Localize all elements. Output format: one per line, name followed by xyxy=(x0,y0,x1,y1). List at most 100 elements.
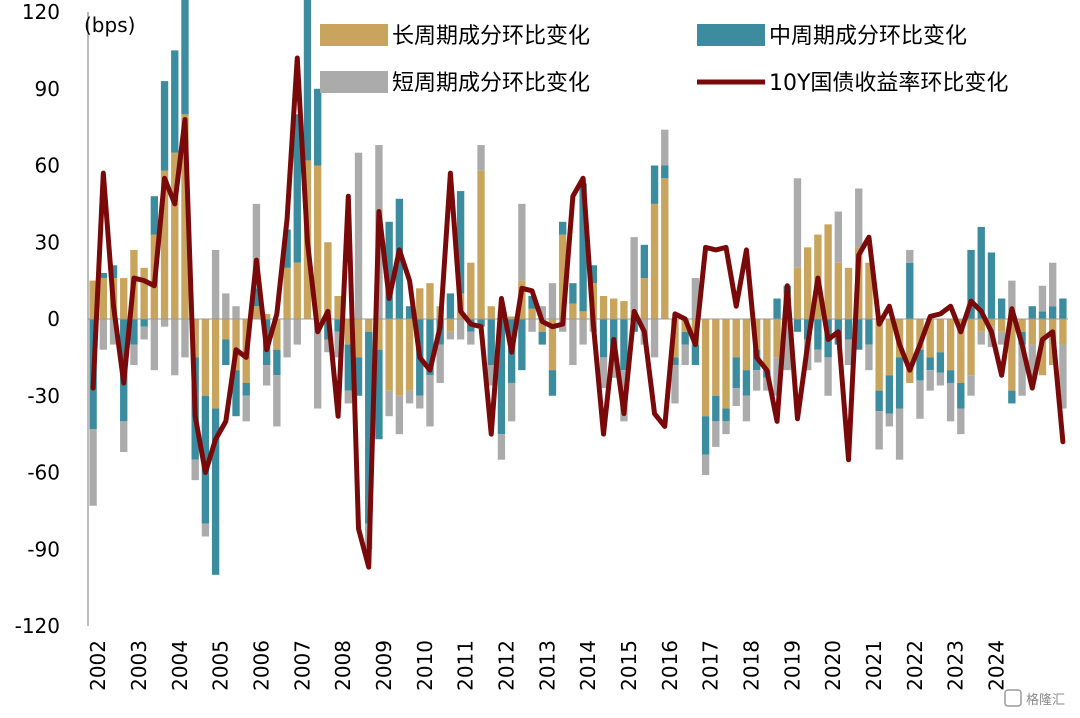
bar-mid-86 xyxy=(967,249,975,319)
x-tick-label: 2004 xyxy=(168,640,192,691)
bar-short-41 xyxy=(507,382,516,422)
bar-long-27 xyxy=(365,319,373,332)
bar-short-45 xyxy=(548,283,557,319)
bar-short-85 xyxy=(957,408,965,435)
bar-short-31 xyxy=(405,390,414,404)
bar-long-46 xyxy=(559,234,567,319)
bar-long-39 xyxy=(487,306,495,319)
bar-long-76 xyxy=(865,262,873,319)
bar-long-69 xyxy=(793,267,802,319)
bar-short-66 xyxy=(763,377,771,391)
x-tick-label: 2002 xyxy=(86,640,110,691)
bar-mid-87 xyxy=(977,226,985,319)
bar-long-95 xyxy=(1059,319,1067,345)
bar-short-34 xyxy=(436,344,444,383)
bar-mid-57 xyxy=(671,357,679,366)
bar-short-11 xyxy=(201,523,210,537)
bar-short-30 xyxy=(395,395,404,435)
bar-short-58 xyxy=(681,344,689,366)
y-tick-labels: 120 90 60 30 0 -30 -60 -90 -120 xyxy=(15,0,60,638)
bar-mid-14 xyxy=(232,370,240,417)
bar-short-15 xyxy=(242,395,250,422)
bar-long-1 xyxy=(99,278,107,319)
bar-mid-20 xyxy=(293,114,301,263)
bar-short-68 xyxy=(783,319,791,371)
bar-mid-18 xyxy=(273,349,281,376)
y-tick-label: -120 xyxy=(15,614,60,638)
x-tick-label: 2013 xyxy=(535,640,559,691)
bar-long-82 xyxy=(926,319,934,358)
x-tick-label: 2003 xyxy=(127,640,151,691)
bar-short-61 xyxy=(712,421,720,447)
bar-short-43 xyxy=(528,319,536,332)
bar-mid-76 xyxy=(865,319,873,345)
bar-long-28 xyxy=(375,319,383,350)
x-tick-label: 2023 xyxy=(944,640,968,691)
bar-long-61 xyxy=(712,319,720,396)
bar-short-56 xyxy=(661,129,669,166)
y-tick-label: 60 xyxy=(35,154,60,178)
bar-short-83 xyxy=(936,372,945,386)
bar-mid-24 xyxy=(334,319,342,332)
x-tick-label: 2008 xyxy=(331,640,355,691)
bar-short-24 xyxy=(334,331,342,358)
bar-long-73 xyxy=(834,262,842,319)
bar-short-91 xyxy=(1018,344,1026,396)
bar-short-67 xyxy=(773,357,781,396)
x-tick-label: 2010 xyxy=(413,640,437,691)
bar-short-51 xyxy=(610,357,618,378)
x-tick-label: 2005 xyxy=(209,640,233,691)
bar-mid-78 xyxy=(885,375,894,414)
y-tick-label: 120 xyxy=(22,0,60,24)
bar-long-3 xyxy=(120,278,128,319)
bar-mid-9 xyxy=(181,0,189,115)
bar-mid-29 xyxy=(385,221,393,319)
legend-label: 长周期成分环比变化 xyxy=(392,24,590,49)
bar-mid-42 xyxy=(518,319,526,371)
bar-long-86 xyxy=(967,319,975,376)
x-tick-label: 2014 xyxy=(576,640,600,691)
bar-mid-85 xyxy=(957,382,965,409)
bar-long-67 xyxy=(773,319,781,358)
bar-short-37 xyxy=(467,331,475,345)
x-tick-label: 2021 xyxy=(862,640,886,691)
bar-short-14 xyxy=(232,306,240,319)
x-tick-label: 2016 xyxy=(658,640,682,691)
bar-short-60 xyxy=(701,454,710,476)
bar-short-47 xyxy=(569,319,577,366)
bar-short-73 xyxy=(834,211,842,263)
bar-short-65 xyxy=(752,370,761,391)
bar-long-32 xyxy=(416,288,424,319)
bar-short-36 xyxy=(456,319,465,340)
bar-mid-94 xyxy=(1049,306,1057,319)
bar-short-9 xyxy=(181,319,189,358)
bar-long-29 xyxy=(385,319,393,391)
x-tick-label: 2015 xyxy=(617,640,641,691)
y-unit-label: (bps) xyxy=(84,13,135,37)
bar-long-11 xyxy=(201,319,210,396)
line-points xyxy=(93,57,1063,568)
bar-long-24 xyxy=(334,295,342,319)
bar-short-48 xyxy=(579,319,587,345)
bar-short-5 xyxy=(140,326,148,340)
bar-long-80 xyxy=(906,319,914,383)
bar-short-38 xyxy=(477,145,485,171)
watermark: 格隆汇 xyxy=(1004,689,1065,708)
bar-short-29 xyxy=(385,390,393,417)
bar-mid-71 xyxy=(814,319,822,350)
legend-swatch-short xyxy=(320,71,388,93)
bar-long-5 xyxy=(140,267,148,319)
bar-short-2 xyxy=(109,319,118,345)
bar-short-13 xyxy=(222,293,230,319)
bar-short-71 xyxy=(814,349,822,363)
legend-label: 中周期成分环比变化 xyxy=(769,24,967,49)
bar-long-78 xyxy=(885,319,894,376)
bar-short-6 xyxy=(150,319,159,371)
bar-short-23 xyxy=(324,339,332,353)
bar-mid-26 xyxy=(354,357,363,396)
bar-mid-27 xyxy=(365,331,373,524)
bar-long-92 xyxy=(1028,319,1036,345)
x-tick-label: 2024 xyxy=(985,640,1009,691)
bar-short-90 xyxy=(1008,280,1016,320)
bar-mid-36 xyxy=(456,191,465,294)
